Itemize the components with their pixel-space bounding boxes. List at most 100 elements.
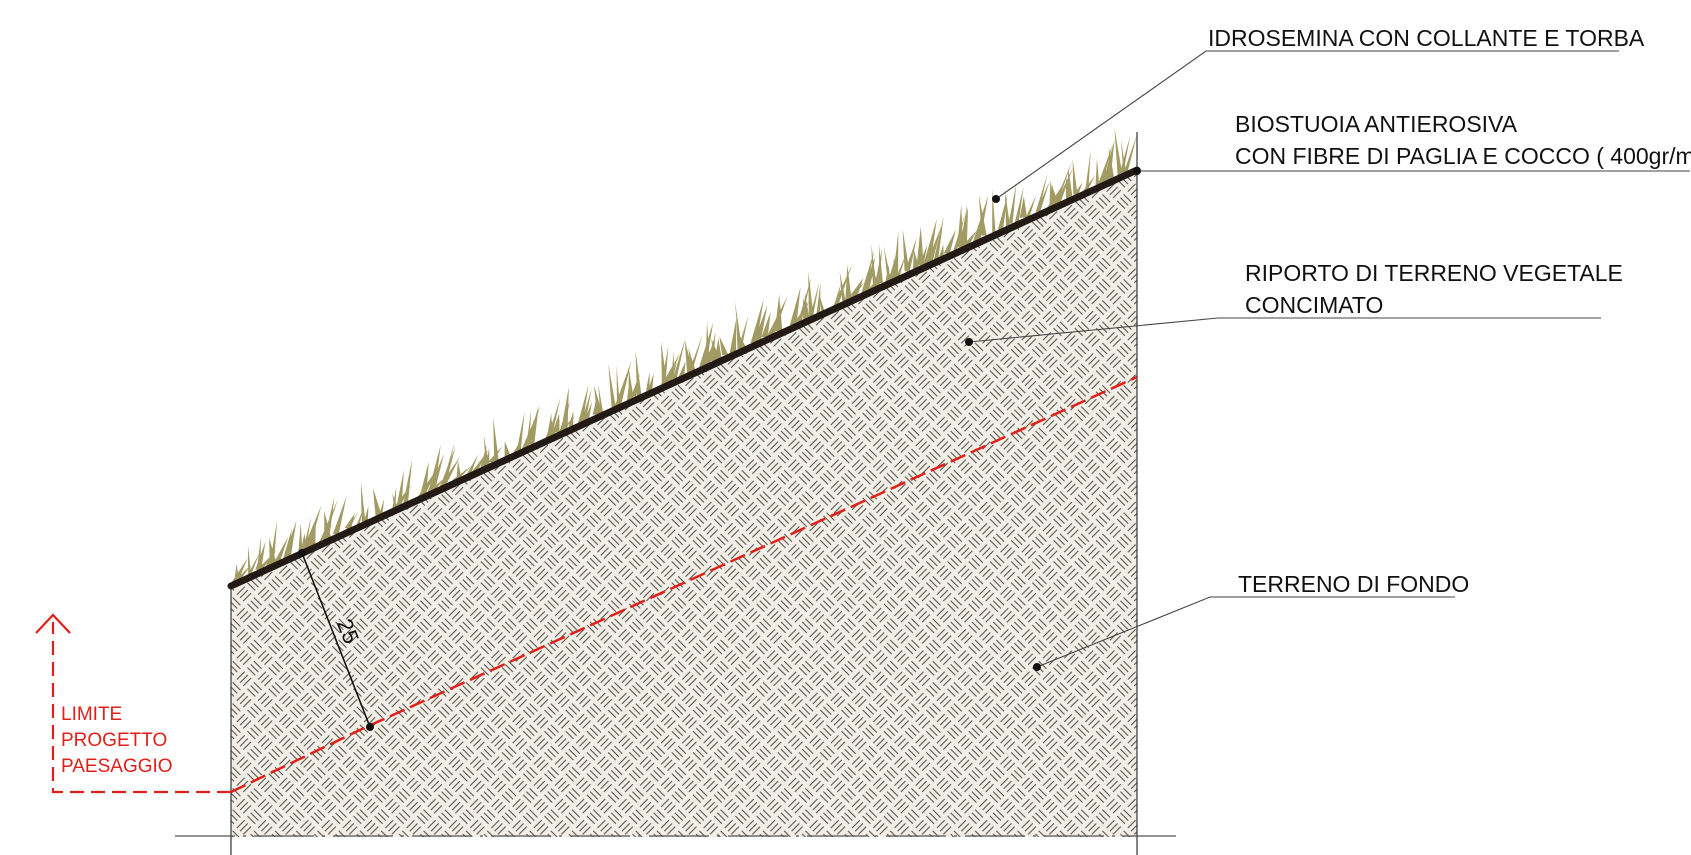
biomat-line bbox=[227, 166, 1141, 590]
grass-blade bbox=[1014, 186, 1024, 224]
dimension-line bbox=[301, 552, 371, 728]
grass-blade bbox=[887, 250, 898, 284]
callout-terreno-fondo: TERRENO DI FONDO bbox=[1033, 571, 1469, 671]
grass-blade bbox=[645, 371, 650, 391]
grass-blade bbox=[552, 413, 560, 433]
grass-blade bbox=[871, 243, 877, 290]
leader-dot bbox=[1033, 663, 1041, 671]
grass-blade bbox=[684, 340, 694, 373]
grass-blade bbox=[355, 509, 363, 528]
grass-blade bbox=[1096, 144, 1113, 188]
grass-blade bbox=[736, 318, 743, 349]
grass-blade bbox=[363, 505, 369, 523]
grass-blade bbox=[470, 449, 489, 475]
soil-section bbox=[231, 170, 1137, 837]
grass-blade bbox=[1036, 181, 1050, 212]
grass-blade bbox=[616, 364, 621, 409]
grass-blade bbox=[504, 441, 511, 457]
grass-blade bbox=[598, 383, 604, 415]
grass-blade bbox=[397, 469, 404, 505]
grass-blade bbox=[672, 338, 686, 379]
leader-dot bbox=[965, 338, 973, 346]
grass-blade bbox=[1072, 159, 1078, 194]
grass-blade bbox=[332, 495, 347, 534]
grass-blade bbox=[845, 264, 852, 302]
grass-blade bbox=[850, 277, 864, 296]
callout-biostuoia: BIOSTUOIA ANTIEROSIVA CON FIBRE DI PAGLI… bbox=[1133, 111, 1691, 175]
grass-blade bbox=[452, 465, 472, 481]
grass-blade bbox=[893, 231, 899, 278]
riporto-label-2: CONCIMATO bbox=[1245, 292, 1383, 318]
grass-blade bbox=[1103, 139, 1115, 182]
grass-blade bbox=[530, 418, 535, 445]
grass-blade bbox=[912, 249, 921, 272]
grass-blade bbox=[1084, 149, 1091, 194]
grass-blade bbox=[647, 373, 654, 391]
grass-blade bbox=[483, 434, 490, 469]
grass-blade bbox=[661, 345, 669, 385]
grass-blade bbox=[978, 194, 987, 236]
grass-blade bbox=[1025, 194, 1037, 218]
grass-blade bbox=[298, 522, 303, 552]
grass-blade bbox=[705, 333, 716, 367]
grass-blade bbox=[878, 244, 883, 284]
grass-blade bbox=[688, 347, 697, 373]
grass-blade bbox=[671, 351, 675, 379]
grass-blade bbox=[883, 246, 892, 284]
grass-blade bbox=[960, 230, 978, 248]
grass-blade bbox=[665, 362, 678, 385]
grass-blade bbox=[378, 499, 385, 517]
project-limit-line bbox=[51, 622, 231, 794]
grass-blade bbox=[269, 519, 278, 564]
grass-blade bbox=[1004, 189, 1011, 230]
grass-blade bbox=[441, 442, 455, 487]
grass-blade bbox=[1008, 183, 1017, 224]
grass-blade bbox=[957, 204, 964, 248]
grass-blade bbox=[699, 322, 714, 367]
dimension-end-dot bbox=[366, 723, 374, 731]
grass-blade bbox=[943, 229, 957, 254]
grass-blade bbox=[1019, 196, 1027, 218]
grass-blade bbox=[896, 254, 906, 278]
grass-blade bbox=[344, 513, 355, 528]
grass-blade bbox=[592, 397, 598, 415]
grass-blade bbox=[808, 271, 814, 320]
project-limit-arrow-icon bbox=[35, 613, 71, 634]
grass-blade bbox=[789, 287, 801, 326]
grass-blade bbox=[612, 392, 624, 409]
grass-blade bbox=[466, 454, 479, 475]
project-limit-marker: LIMITE PROGETTO PAESAGGIO bbox=[35, 613, 231, 794]
callout-riporto: RIPORTO DI TERRENO VEGETALE CONCIMATO bbox=[965, 260, 1623, 346]
grass-blade bbox=[568, 410, 574, 427]
grass-blade bbox=[792, 300, 810, 326]
biostuoia-label-1: BIOSTUOIA ANTIEROSIVA bbox=[1235, 111, 1518, 137]
grass-blade bbox=[581, 388, 592, 421]
grass-blade bbox=[439, 456, 461, 487]
grass-blade bbox=[268, 542, 276, 564]
grass-blade bbox=[714, 338, 723, 361]
riporto-label-1: RIPORTO DI TERRENO VEGETALE bbox=[1245, 260, 1623, 286]
grass-blade bbox=[1122, 134, 1138, 176]
grass-blade bbox=[1114, 128, 1123, 176]
grass-blade bbox=[902, 229, 910, 272]
grass-blade bbox=[372, 487, 382, 517]
grass-blade bbox=[256, 537, 261, 570]
grass-blade bbox=[802, 296, 807, 320]
grass-blade bbox=[1095, 158, 1100, 188]
grass-blade bbox=[247, 545, 252, 576]
grass-blade bbox=[916, 226, 924, 266]
grass-blade bbox=[729, 319, 737, 355]
grass-blade bbox=[360, 481, 366, 523]
grass-blade bbox=[231, 558, 248, 582]
grass-blade bbox=[1066, 168, 1073, 200]
grass-blade bbox=[904, 237, 917, 272]
grass-blade bbox=[516, 411, 525, 451]
grass-blade bbox=[526, 405, 539, 445]
grass-blade bbox=[631, 373, 640, 397]
grass-blade bbox=[1035, 173, 1048, 212]
grass-blade bbox=[933, 216, 944, 260]
leader-line bbox=[968, 317, 1601, 343]
hydroseeding-grass bbox=[231, 128, 1138, 582]
grass-blade bbox=[626, 388, 631, 403]
leader-dot bbox=[992, 195, 1000, 203]
